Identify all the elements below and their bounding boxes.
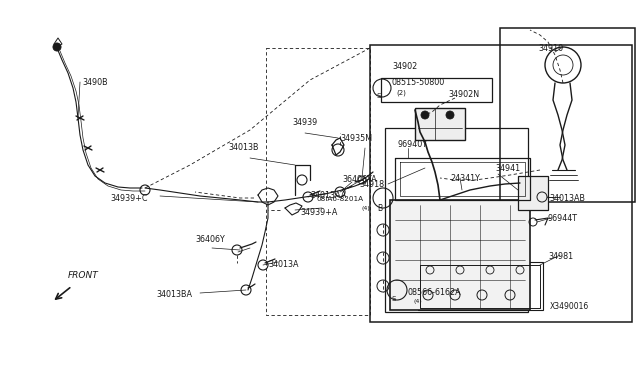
Text: (2): (2) [396, 90, 406, 96]
Bar [381, 78, 492, 102]
Text: 34013BA: 34013BA [156, 290, 192, 299]
Text: FRONT: FRONT [68, 271, 99, 280]
Text: 24341Y: 24341Y [450, 174, 480, 183]
Text: 34902: 34902 [392, 62, 417, 71]
Text: 34013AB: 34013AB [549, 194, 585, 203]
Text: 34013B: 34013B [228, 143, 259, 152]
Bar [418, 262, 543, 310]
Bar [518, 176, 548, 210]
Text: 34013A: 34013A [268, 260, 298, 269]
Text: 34939+A: 34939+A [300, 208, 337, 217]
Text: 34939+C: 34939+C [111, 194, 148, 203]
Bar [415, 108, 465, 140]
Text: 34941: 34941 [495, 164, 520, 173]
Text: X3490016: X3490016 [550, 302, 589, 311]
Text: 3490B: 3490B [82, 78, 108, 87]
Circle shape [53, 43, 61, 51]
Text: 34902N: 34902N [448, 90, 479, 99]
Text: 36406YA: 36406YA [342, 175, 376, 184]
Bar [390, 200, 530, 310]
Text: 08566-6162A: 08566-6162A [408, 288, 461, 297]
Text: 34910: 34910 [538, 44, 563, 53]
Bar [370, 45, 632, 322]
Text: S: S [377, 93, 381, 99]
Text: (4): (4) [413, 299, 422, 304]
Text: 08515-50800: 08515-50800 [392, 78, 445, 87]
Text: 34918: 34918 [360, 180, 385, 189]
Text: (4): (4) [361, 206, 370, 211]
Text: S: S [392, 296, 396, 302]
Text: 34013AA: 34013AA [310, 191, 346, 200]
Text: 96940Y: 96940Y [397, 140, 427, 149]
Circle shape [421, 111, 429, 119]
Text: 34981: 34981 [548, 252, 573, 261]
Text: 96944T: 96944T [548, 214, 578, 223]
Text: 34939: 34939 [292, 118, 317, 127]
Text: B: B [378, 204, 383, 213]
Text: 36406Y: 36406Y [195, 235, 225, 244]
Text: 08IA6-8201A: 08IA6-8201A [317, 196, 364, 202]
Bar [500, 28, 635, 202]
Bar [385, 128, 528, 312]
Circle shape [446, 111, 454, 119]
Text: 34935M: 34935M [340, 134, 372, 143]
